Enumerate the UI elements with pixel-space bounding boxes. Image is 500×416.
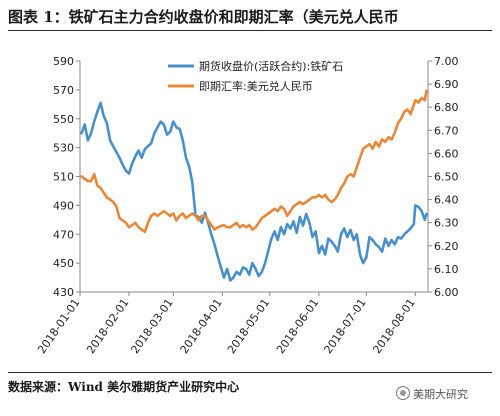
right-tick-label: 6.60 (434, 147, 459, 160)
series-line-usdcny (80, 89, 428, 234)
right-tick-label: 6.10 (434, 263, 459, 276)
right-tick-label: 6.40 (434, 194, 459, 207)
legend-label: 期货收盘价(活跃合约):铁矿石 (199, 59, 343, 73)
left-tick-label: 490 (53, 199, 74, 212)
watermark-text: 美期大研究 (413, 388, 468, 401)
left-tick-label: 470 (53, 228, 74, 241)
right-tick-label: 6.90 (434, 78, 459, 91)
left-tick-label: 570 (53, 84, 74, 97)
x-tick-label: 2018-02-01 (84, 296, 131, 356)
left-tick-label: 450 (53, 257, 74, 270)
x-tick-label: 2018-01-01 (35, 296, 82, 356)
series-line-iron-ore (80, 101, 428, 282)
watermark: 美期大研究 (396, 386, 468, 402)
left-tick-label: 550 (53, 113, 74, 126)
right-tick-label: 6.30 (434, 217, 459, 230)
legend-label: 即期汇率:美元兑人民币 (199, 79, 313, 93)
x-tick-label: 2018-03-01 (128, 296, 175, 356)
title-divider (8, 30, 492, 31)
x-tick-label: 2018-06-01 (274, 296, 321, 356)
x-tick-label: 2018-07-01 (321, 296, 368, 356)
x-tick-label: 2018-08-01 (370, 296, 417, 356)
right-tick-label: 7.00 (434, 55, 459, 68)
left-tick-label: 430 (53, 286, 74, 299)
right-tick-label: 6.00 (434, 286, 459, 299)
right-tick-label: 6.50 (434, 171, 459, 184)
left-tick-label: 510 (53, 171, 74, 184)
x-tick-label: 2018-04-01 (177, 296, 224, 356)
wechat-icon (396, 386, 410, 400)
right-tick-label: 6.70 (434, 124, 459, 137)
figure-title: 图表 1：铁矿石主力合约收盘价和即期汇率（美元兑人民币 (8, 8, 399, 26)
x-tick-label: 2018-05-01 (225, 296, 272, 356)
right-tick-label: 6.20 (434, 240, 459, 253)
left-tick-label: 590 (53, 55, 74, 68)
data-source: 数据来源：Wind 美尔雅期货产业研究中心 (8, 380, 240, 394)
right-tick-label: 6.80 (434, 101, 459, 114)
source-divider (8, 372, 492, 373)
series-layer (80, 89, 428, 282)
left-tick-label: 530 (53, 142, 74, 155)
chart-axes: 430 450 470 490 510 530 550 570 590 6.00 6.10 6.20 6… (35, 55, 458, 356)
